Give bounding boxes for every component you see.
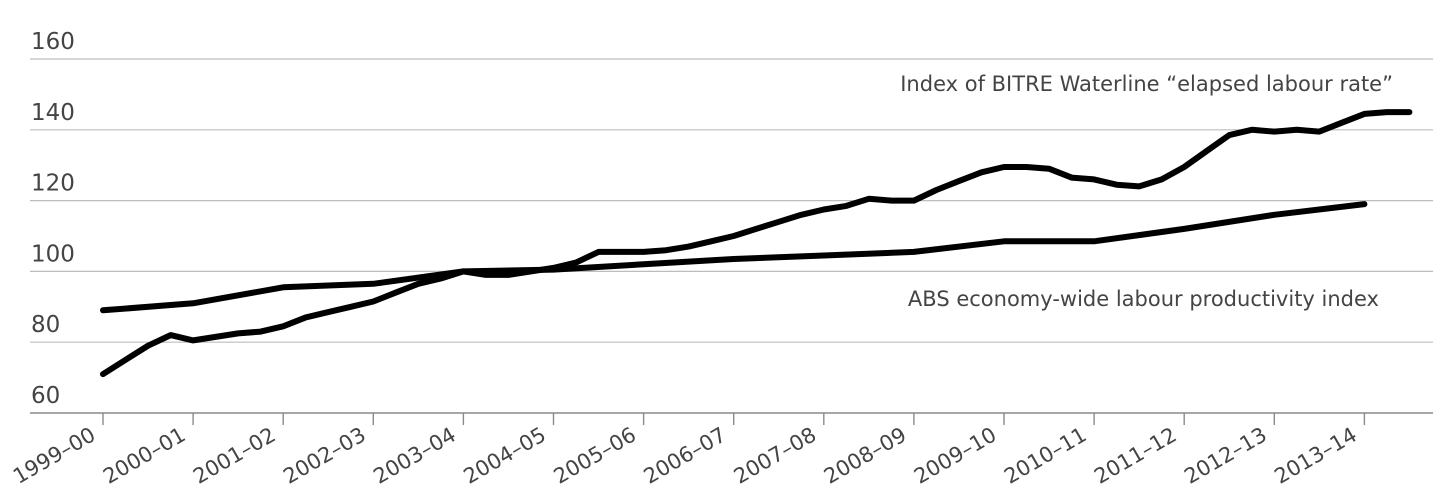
y-tick-label: 60 [31,383,60,409]
y-tick-label: 120 [31,171,75,197]
series-line-0 [100,109,1413,378]
x-tick-label: 2010–11 [1000,423,1091,489]
x-tick-label: 2000–01 [99,423,190,489]
x-axis-ticks: 1999–00 2000–01 2001–02 2002–03 2003–04 2004–… [9,413,1366,489]
x-tick-label: 2001–02 [189,423,280,489]
series-label-abs-productivity: ABS economy-wide labour productivity ind… [908,287,1379,311]
y-tick-label: 80 [31,312,60,338]
x-tick-label: 2005–06 [550,423,641,489]
gridlines [30,58,1433,343]
x-tick-label: 2013–14 [1270,423,1361,489]
x-tick-label: 2008–09 [820,423,911,489]
x-tick-label: 2006–07 [640,423,731,489]
series-label-bitre-waterline: Index of BITRE Waterline “elapsed labour… [900,72,1393,96]
x-tick-label: 2012–13 [1180,423,1271,489]
x-tick-label: 2004–05 [459,423,550,489]
y-tick-label: 140 [31,100,75,126]
x-tick-label: 2002–03 [279,423,370,489]
x-tick-label: 2011–12 [1090,423,1181,489]
x-tick-label: 1999–00 [9,423,100,489]
x-tick-label: 2003–04 [369,423,460,489]
series-lines [100,109,1413,378]
series-annotations: Index of BITRE Waterline “elapsed labour… [900,72,1393,311]
x-tick-label: 2009–10 [910,423,1001,489]
series-line-1 [100,201,1368,314]
y-tick-label: 160 [31,29,75,55]
y-tick-label: 100 [31,241,75,267]
y-axis-ticks: 60 80 100 120 140 160 [31,29,75,409]
x-tick-label: 2007–08 [730,423,821,489]
